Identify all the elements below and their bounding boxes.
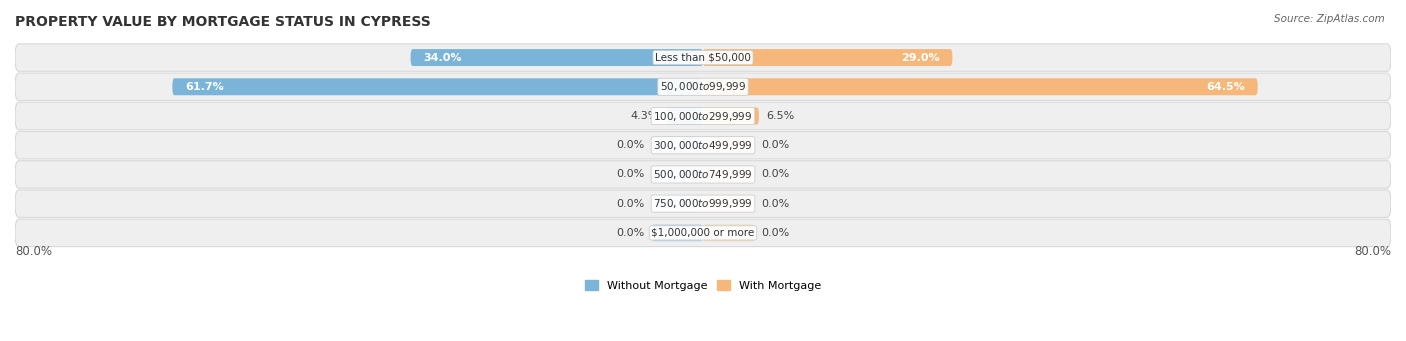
Text: $500,000 to $749,999: $500,000 to $749,999: [654, 168, 752, 181]
Text: $1,000,000 or more: $1,000,000 or more: [651, 228, 755, 238]
FancyBboxPatch shape: [651, 224, 703, 241]
Text: 0.0%: 0.0%: [616, 228, 644, 238]
Text: 6.5%: 6.5%: [766, 111, 794, 121]
FancyBboxPatch shape: [703, 78, 1258, 95]
Text: $50,000 to $99,999: $50,000 to $99,999: [659, 80, 747, 93]
FancyBboxPatch shape: [703, 195, 755, 212]
FancyBboxPatch shape: [703, 49, 952, 66]
Text: 0.0%: 0.0%: [616, 140, 644, 150]
FancyBboxPatch shape: [703, 137, 755, 154]
FancyBboxPatch shape: [15, 132, 1391, 159]
FancyBboxPatch shape: [15, 161, 1391, 188]
Text: $750,000 to $999,999: $750,000 to $999,999: [654, 197, 752, 210]
Text: 0.0%: 0.0%: [616, 169, 644, 179]
Text: 29.0%: 29.0%: [901, 53, 939, 62]
Text: 0.0%: 0.0%: [762, 199, 790, 209]
FancyBboxPatch shape: [651, 195, 703, 212]
Legend: Without Mortgage, With Mortgage: Without Mortgage, With Mortgage: [581, 276, 825, 295]
FancyBboxPatch shape: [651, 137, 703, 154]
FancyBboxPatch shape: [15, 44, 1391, 71]
FancyBboxPatch shape: [15, 190, 1391, 218]
Text: 4.3%: 4.3%: [631, 111, 659, 121]
Text: 0.0%: 0.0%: [762, 140, 790, 150]
Text: 80.0%: 80.0%: [15, 246, 52, 258]
FancyBboxPatch shape: [703, 107, 759, 124]
FancyBboxPatch shape: [15, 73, 1391, 101]
FancyBboxPatch shape: [411, 49, 703, 66]
Text: $300,000 to $499,999: $300,000 to $499,999: [654, 139, 752, 152]
Text: $100,000 to $299,999: $100,000 to $299,999: [654, 109, 752, 122]
Text: 0.0%: 0.0%: [762, 169, 790, 179]
Text: 80.0%: 80.0%: [1354, 246, 1391, 258]
FancyBboxPatch shape: [173, 78, 703, 95]
Text: 0.0%: 0.0%: [616, 199, 644, 209]
Text: Source: ZipAtlas.com: Source: ZipAtlas.com: [1274, 14, 1385, 24]
Text: 61.7%: 61.7%: [186, 82, 224, 92]
Text: 0.0%: 0.0%: [762, 228, 790, 238]
Text: Less than $50,000: Less than $50,000: [655, 53, 751, 62]
FancyBboxPatch shape: [666, 107, 703, 124]
Text: 64.5%: 64.5%: [1206, 82, 1244, 92]
FancyBboxPatch shape: [15, 102, 1391, 130]
FancyBboxPatch shape: [703, 224, 755, 241]
Text: PROPERTY VALUE BY MORTGAGE STATUS IN CYPRESS: PROPERTY VALUE BY MORTGAGE STATUS IN CYP…: [15, 15, 430, 29]
FancyBboxPatch shape: [703, 166, 755, 183]
FancyBboxPatch shape: [15, 219, 1391, 247]
Text: 34.0%: 34.0%: [423, 53, 463, 62]
FancyBboxPatch shape: [651, 166, 703, 183]
